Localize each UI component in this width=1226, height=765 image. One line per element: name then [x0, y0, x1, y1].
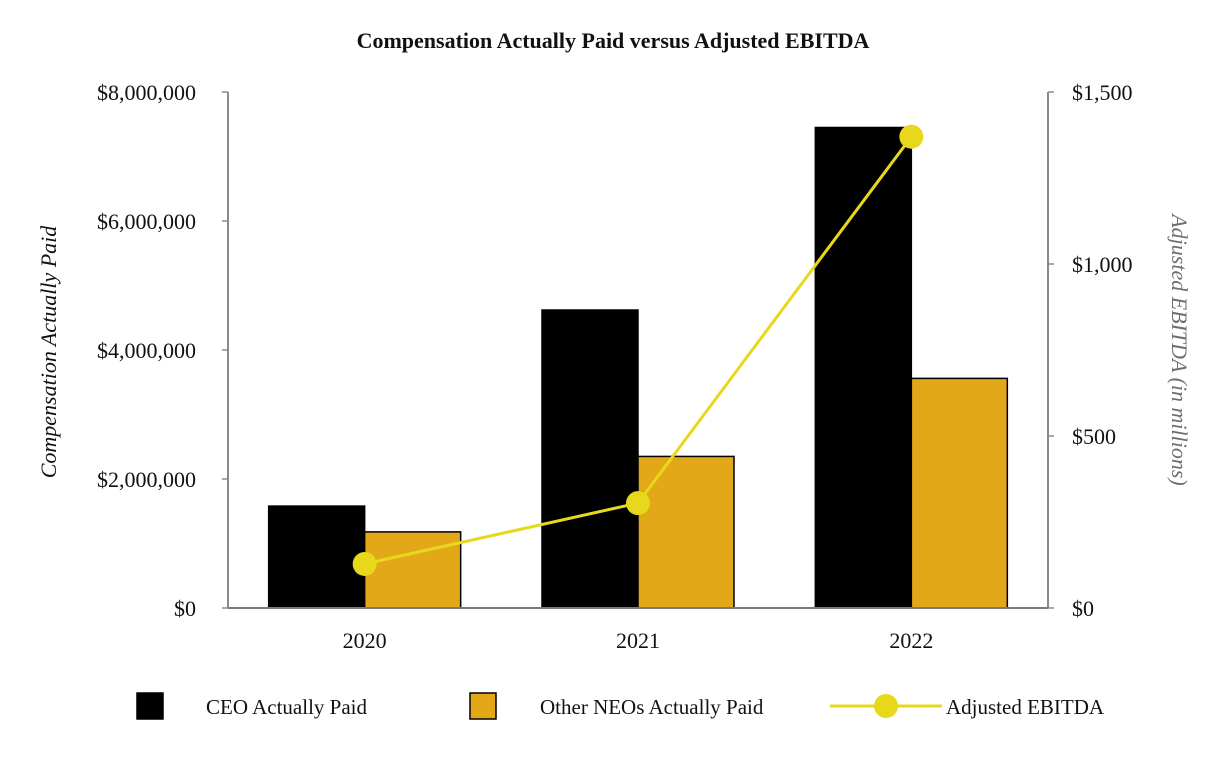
- bar-ceo-actually-paid-2020: [267, 505, 366, 609]
- x-tick-label: 2020: [343, 628, 387, 653]
- y-tick-label: $0: [174, 596, 196, 621]
- bar-ceo-actually-paid-2022: [814, 126, 913, 609]
- y-tick-label: $4,000,000: [97, 338, 196, 363]
- y-axis-ticks: $0 $2,000,000 $4,000,000 $6,000,000 $8,000,0…: [97, 80, 228, 621]
- legend-swatch-ceo: [136, 692, 164, 720]
- y2-axis-ticks: $0 $500 $1,000 $1,500: [1048, 80, 1133, 621]
- x-tick-label: 2022: [889, 628, 933, 653]
- line-layer: [352, 124, 924, 576]
- x-axis-ticks: 2020 2021 2022: [343, 628, 934, 653]
- x-tick-label: 2021: [616, 628, 660, 653]
- legend-label-other-neos: Other NEOs Actually Paid: [540, 695, 764, 719]
- bars-layer: [267, 126, 1009, 609]
- point-adjusted-ebitda-2022: [899, 124, 924, 149]
- y2-tick-label: $1,000: [1072, 252, 1133, 277]
- point-adjusted-ebitda-2021: [626, 491, 650, 516]
- point-adjusted-ebitda-2020: [352, 551, 377, 576]
- bar-ceo-actually-paid-2021: [541, 309, 639, 609]
- y-axis-label: Compensation Actually Paid: [36, 225, 61, 479]
- y-tick-label: $6,000,000: [97, 209, 196, 234]
- y-tick-label: $8,000,000: [97, 80, 196, 105]
- y-tick-label: $2,000,000: [97, 467, 196, 492]
- legend-label-ebitda: Adjusted EBITDA: [946, 695, 1105, 719]
- bar-other-neos-actually-paid-2022: [910, 377, 1009, 609]
- y2-tick-label: $1,500: [1072, 80, 1133, 105]
- bar-other-neos-actually-paid-2020: [363, 531, 462, 609]
- legend: CEO Actually Paid Other NEOs Actually Pa…: [136, 692, 1105, 720]
- legend-marker-ebitda: [874, 694, 898, 718]
- legend-swatch-other-neos: [469, 692, 497, 720]
- y2-tick-label: $0: [1072, 596, 1094, 621]
- y2-axis-label: Adjusted EBITDA (in millions): [1167, 212, 1192, 486]
- bar-other-neos-actually-paid-2021: [637, 455, 735, 609]
- y2-tick-label: $500: [1072, 424, 1116, 449]
- chart-title: Compensation Actually Paid versus Adjust…: [357, 28, 870, 53]
- legend-label-ceo: CEO Actually Paid: [206, 695, 367, 719]
